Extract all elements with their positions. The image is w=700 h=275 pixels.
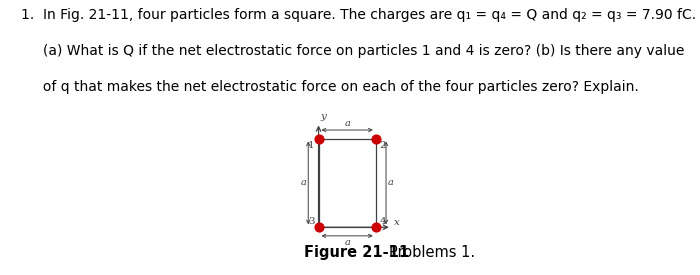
Text: y: y [321,112,327,121]
Text: 1.  In Fig. 21-11, four particles form a square. The charges are q₁ = q₄ = Q and: 1. In Fig. 21-11, four particles form a … [21,8,696,22]
Text: Figure 21-11: Figure 21-11 [304,245,410,260]
Point [370,225,382,229]
Text: 1: 1 [308,141,314,150]
Text: a: a [388,178,393,188]
Text: 3: 3 [308,217,314,226]
Text: Problems 1.: Problems 1. [389,245,475,260]
Text: 4: 4 [379,217,386,226]
Text: of q that makes the net electrostatic force on each of the four particles zero? : of q that makes the net electrostatic fo… [21,80,638,94]
Text: a: a [301,178,307,188]
Point [313,225,324,229]
Text: 2: 2 [379,141,386,150]
Text: x: x [393,218,399,227]
Text: (a) What is Q if the net electrostatic force on particles 1 and 4 is zero? (b) I: (a) What is Q if the net electrostatic f… [21,44,685,58]
Text: a: a [344,119,350,128]
Point [313,136,324,141]
Text: a: a [344,238,350,247]
Point [370,136,382,141]
